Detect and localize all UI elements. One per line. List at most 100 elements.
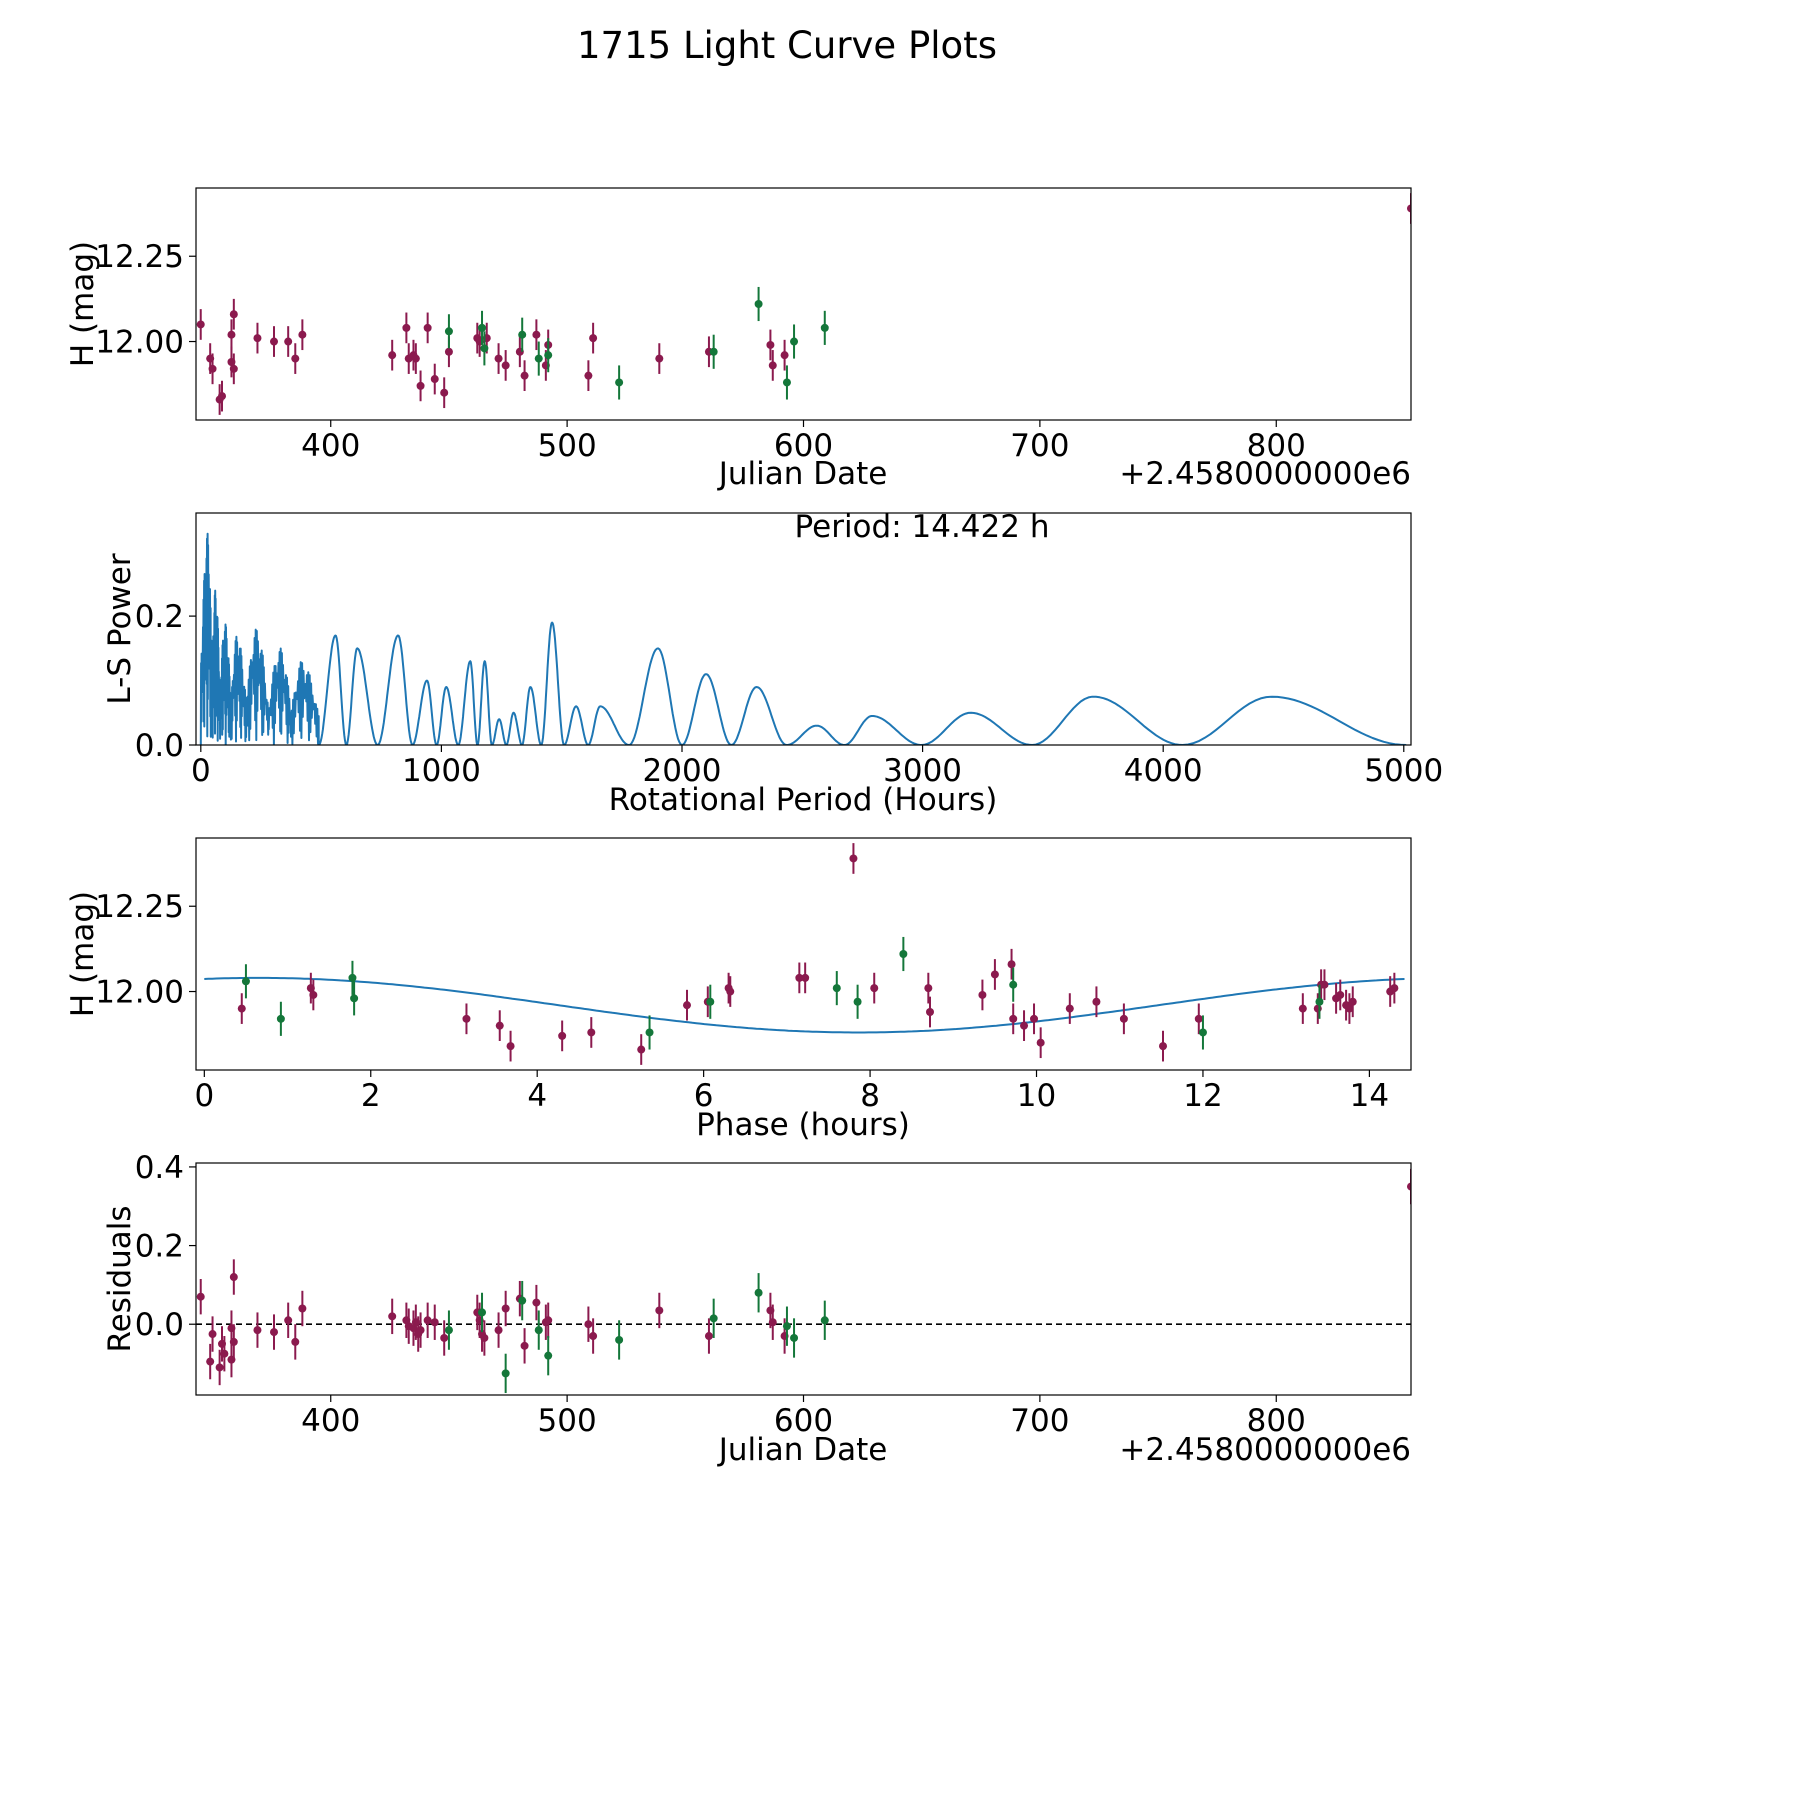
data-point [637,1045,646,1054]
data-point [388,1312,397,1321]
data-point [1407,204,1411,213]
data-point [506,1042,515,1051]
data-point [494,1326,503,1335]
x-axis-label: Julian Date [717,1432,888,1468]
data-point [196,1292,205,1301]
x-tick-label: 700 [1010,1403,1069,1439]
plot-frame [195,837,1412,1071]
sine-fit-line [204,976,1405,1034]
data-point [820,323,829,332]
data-point [309,990,318,999]
data-point [706,997,715,1006]
x-tick-label: 3000 [883,753,962,789]
data-point [704,1332,713,1341]
data-point [709,347,718,356]
data-point [544,1351,553,1360]
data-point [208,1330,217,1339]
plot-frame [195,187,1412,421]
data-point [276,1014,285,1023]
y-tick-label: 12.25 [95,889,184,925]
data-point [1345,1004,1354,1013]
data-point [444,327,453,336]
data-point [478,323,487,332]
data-point [1194,1014,1203,1023]
y-tick-label: 0.2 [135,1229,184,1265]
data-point [558,1031,567,1040]
data-point [462,1014,471,1023]
data-point [655,1306,664,1315]
data-point [520,371,529,380]
data-point [440,388,449,397]
y-tick-label: 12.25 [95,239,184,275]
data-point [1159,1042,1168,1051]
data-point [227,330,236,339]
panel-phased: 0 2 4 6 8 10 12 14 12.00 12.25 Phase (hours) H (m… [65,837,1412,1143]
data-point [229,1273,238,1282]
data-point [709,1314,718,1323]
data-point [501,1304,510,1313]
x-tick-label: 10 [1017,1078,1056,1114]
data-point [229,1337,238,1346]
data-point [726,987,735,996]
data-point [494,354,503,363]
y-axis-label: H (mag) [65,241,101,367]
data-point [1009,1014,1018,1023]
period-annotation: Period: 14.422 h [795,509,1050,545]
data-point [229,364,238,373]
data-point [589,334,598,343]
data-point [870,984,879,993]
y-axis-label: H (mag) [65,891,101,1017]
data-point [348,973,357,982]
data-point [1009,980,1018,989]
y-tick-label: 0.2 [135,599,184,635]
y-tick-label: 0.4 [135,1150,184,1186]
x-tick-label: 1000 [402,753,481,789]
data-point [766,340,775,349]
x-tick-label: 600 [774,428,833,464]
x-tick-label: 0 [191,753,211,789]
data-point [423,323,432,332]
data-point [388,351,397,360]
panel-periodogram: 0 1000 2000 3000 4000 5000 0.0 0.2 Period: 14.4… [102,509,1443,818]
data-point [518,1296,527,1305]
data-point [501,361,510,370]
panel-light-curve: 400 500 600 700 800 12.00 12.25 Julian Date +2… [65,187,1412,492]
data-point [298,1304,307,1313]
y-tick-label: 12.00 [95,975,184,1011]
data-point [444,1326,453,1335]
figure-title: 1715 Light Curve Plots [577,24,997,67]
y-axis-label: L-S Power [102,553,138,704]
data-point [208,364,217,373]
data-point [1030,1014,1039,1023]
x-tick-label: 4 [527,1078,547,1114]
x-tick-label: 5000 [1364,753,1443,789]
x-tick-label: 500 [538,1403,597,1439]
data-point [1313,1004,1322,1013]
data-point [218,392,227,401]
x-tick-label: 400 [301,1403,360,1439]
data-point [291,1337,300,1346]
data-point [298,330,307,339]
data-point [768,361,777,370]
data-point [754,300,763,308]
data-point [350,994,359,1003]
plot-frame [195,1162,1412,1396]
data-point [430,1318,439,1327]
y-tick-label: 12.00 [95,325,184,361]
data-point [978,990,987,999]
data-point [1336,990,1345,999]
data-point [655,354,664,363]
data-point [237,1004,246,1013]
x-tick-label: 4000 [1124,753,1203,789]
series-maroon [196,193,1411,415]
data-point [1198,1028,1207,1037]
data-point [795,973,804,982]
plot-area [196,1168,1411,1394]
data-point [849,854,858,863]
series-green [444,286,829,400]
x-axis-label: Julian Date [717,456,888,492]
data-point [768,1318,777,1327]
data-point [518,330,527,339]
data-point [402,323,411,332]
data-point [544,1316,553,1325]
